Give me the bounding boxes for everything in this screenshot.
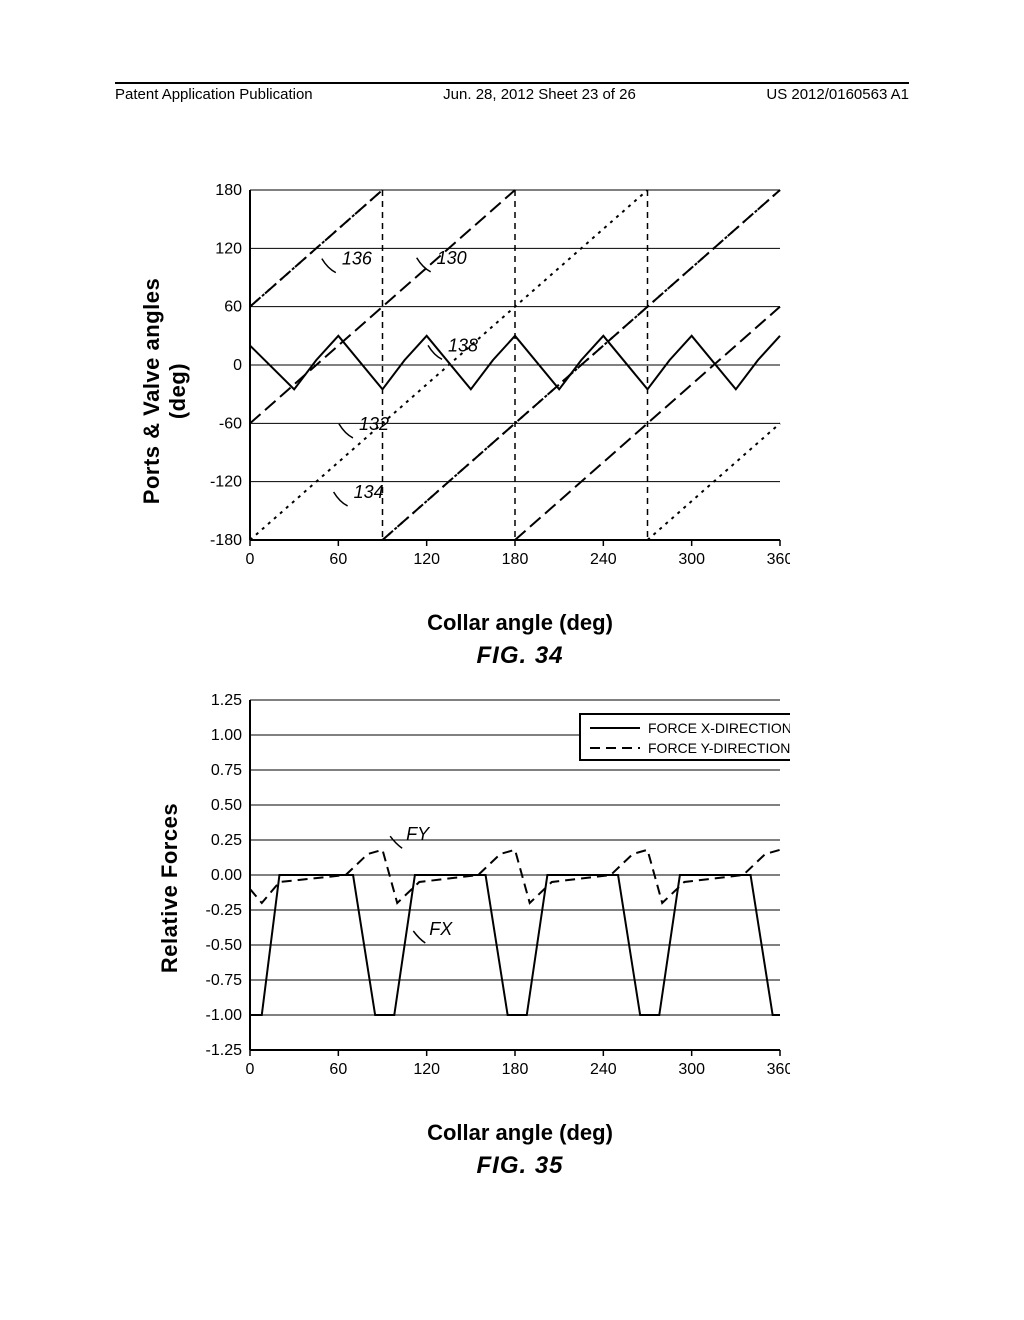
fig35-block: Relative Forces -1.25-1.00-0.75-0.50-0.2… bbox=[170, 690, 870, 1180]
svg-text:240: 240 bbox=[590, 551, 617, 568]
header-left: Patent Application Publication bbox=[115, 86, 313, 103]
fig35-ylabel: Relative Forces bbox=[157, 793, 183, 983]
svg-text:-1.00: -1.00 bbox=[206, 1007, 243, 1024]
charts-container: Ports & Valve angles (deg) -180-120-6006… bbox=[170, 180, 870, 1200]
svg-text:-0.25: -0.25 bbox=[206, 902, 243, 919]
svg-text:0: 0 bbox=[246, 1061, 255, 1078]
svg-text:0: 0 bbox=[233, 357, 242, 374]
svg-text:0.50: 0.50 bbox=[211, 797, 242, 814]
svg-text:132: 132 bbox=[359, 414, 389, 434]
svg-text:180: 180 bbox=[502, 1061, 529, 1078]
svg-text:180: 180 bbox=[215, 182, 242, 199]
svg-text:FORCE X-DIRECTION: FORCE X-DIRECTION bbox=[648, 720, 790, 736]
fig35-xlabel: Collar angle (deg) bbox=[170, 1120, 870, 1146]
svg-text:1.25: 1.25 bbox=[211, 692, 242, 709]
svg-text:0.75: 0.75 bbox=[211, 762, 242, 779]
fig35-title: FIG. 35 bbox=[170, 1152, 870, 1180]
svg-text:60: 60 bbox=[224, 299, 242, 316]
fig34-chart: -180 -120 -60 0 60 120 180 0 60 120 180 240 300 360 13… bbox=[170, 180, 790, 610]
svg-text:1.00: 1.00 bbox=[211, 727, 242, 744]
fig34-ylabel: Ports & Valve angles (deg) bbox=[139, 261, 191, 521]
svg-text:240: 240 bbox=[590, 1061, 617, 1078]
svg-text:0.00: 0.00 bbox=[211, 867, 242, 884]
svg-text:130: 130 bbox=[437, 248, 467, 268]
svg-text:136: 136 bbox=[342, 249, 373, 269]
svg-text:-180: -180 bbox=[210, 532, 242, 549]
header-right: US 2012/0160563 A1 bbox=[766, 86, 909, 103]
svg-text:60: 60 bbox=[329, 551, 347, 568]
page-header: Patent Application Publication Jun. 28, … bbox=[115, 82, 909, 103]
header-center: Jun. 28, 2012 Sheet 23 of 26 bbox=[443, 86, 636, 103]
fig34-title: FIG. 34 bbox=[170, 642, 870, 670]
fig34-block: Ports & Valve angles (deg) -180-120-6006… bbox=[170, 180, 870, 670]
svg-text:180: 180 bbox=[502, 551, 529, 568]
svg-text:120: 120 bbox=[413, 1061, 440, 1078]
svg-text:134: 134 bbox=[354, 482, 384, 502]
svg-text:120: 120 bbox=[413, 551, 440, 568]
svg-text:138: 138 bbox=[448, 335, 478, 355]
svg-text:120: 120 bbox=[215, 240, 242, 257]
svg-text:300: 300 bbox=[678, 551, 705, 568]
svg-text:-60: -60 bbox=[219, 415, 242, 432]
svg-text:360: 360 bbox=[767, 1061, 790, 1078]
svg-text:0.25: 0.25 bbox=[211, 832, 242, 849]
svg-text:360: 360 bbox=[767, 551, 790, 568]
svg-text:300: 300 bbox=[678, 1061, 705, 1078]
svg-text:60: 60 bbox=[329, 1061, 347, 1078]
svg-text:FORCE Y-DIRECTION: FORCE Y-DIRECTION bbox=[648, 740, 790, 756]
svg-text:-1.25: -1.25 bbox=[206, 1042, 243, 1059]
svg-text:FY: FY bbox=[406, 824, 431, 844]
fig34-xlabel: Collar angle (deg) bbox=[170, 610, 870, 636]
fig35-chart: -1.25 -1.00 -0.75 -0.50 -0.25 0.00 0.25 0.50 0.7… bbox=[170, 690, 790, 1120]
svg-text:-0.75: -0.75 bbox=[206, 972, 243, 989]
svg-text:0: 0 bbox=[246, 551, 255, 568]
svg-text:-0.50: -0.50 bbox=[206, 937, 243, 954]
svg-text:-120: -120 bbox=[210, 474, 242, 491]
svg-text:FX: FX bbox=[429, 919, 453, 939]
